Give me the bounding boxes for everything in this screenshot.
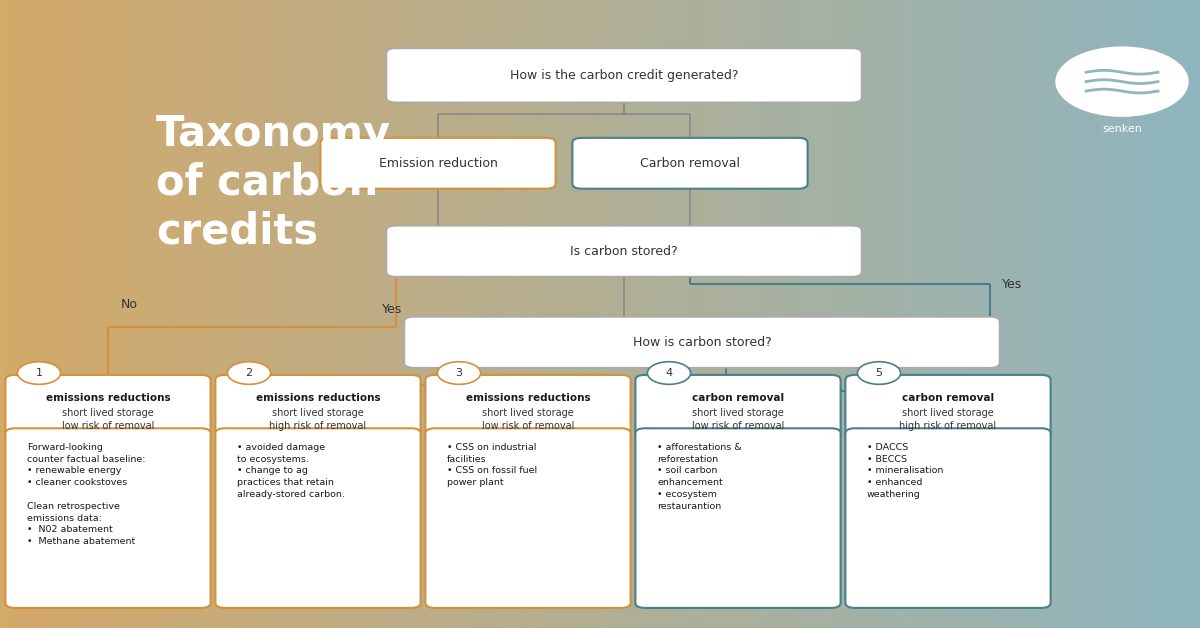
Text: Carbon removal: Carbon removal <box>640 157 740 170</box>
Text: Is carbon stored?: Is carbon stored? <box>570 245 678 257</box>
Circle shape <box>228 362 271 384</box>
Text: • CSS on industrial
facilities
• CSS on fossil fuel
power plant: • CSS on industrial facilities • CSS on … <box>446 443 538 487</box>
FancyBboxPatch shape <box>320 138 556 188</box>
Circle shape <box>857 362 900 384</box>
Text: carbon removal: carbon removal <box>902 393 994 403</box>
Text: emissions reductions: emissions reductions <box>46 393 170 403</box>
FancyBboxPatch shape <box>425 428 631 608</box>
Circle shape <box>437 362 480 384</box>
FancyBboxPatch shape <box>386 226 862 276</box>
Circle shape <box>648 362 691 384</box>
Text: short lived storage
low risk of removal: short lived storage low risk of removal <box>62 408 154 431</box>
Text: senken: senken <box>1102 124 1142 134</box>
FancyBboxPatch shape <box>845 428 1051 608</box>
FancyBboxPatch shape <box>572 138 808 188</box>
Text: Emission reduction: Emission reduction <box>378 157 498 170</box>
Text: emissions reductions: emissions reductions <box>466 393 590 403</box>
FancyBboxPatch shape <box>636 375 840 441</box>
FancyBboxPatch shape <box>404 317 1000 368</box>
Circle shape <box>1056 47 1188 116</box>
Text: short lived storage
high risk of removal: short lived storage high risk of removal <box>270 408 366 431</box>
Text: How is carbon stored?: How is carbon stored? <box>632 336 772 349</box>
Text: How is the carbon credit generated?: How is the carbon credit generated? <box>510 69 738 82</box>
FancyBboxPatch shape <box>425 375 631 441</box>
Text: emissions reductions: emissions reductions <box>256 393 380 403</box>
Text: • avoided damage
to ecosystems.
• change to ag
practices that retain
already-sto: • avoided damage to ecosystems. • change… <box>238 443 344 499</box>
Text: No: No <box>121 298 138 311</box>
FancyBboxPatch shape <box>386 48 862 102</box>
Text: Taxonomy
of carbon
credits: Taxonomy of carbon credits <box>156 113 391 252</box>
Text: short lived storage
low risk of removal: short lived storage low risk of removal <box>692 408 784 431</box>
FancyBboxPatch shape <box>5 375 211 441</box>
FancyBboxPatch shape <box>5 428 211 608</box>
FancyBboxPatch shape <box>845 375 1051 441</box>
Text: • afforestations &
reforestation
• soil carbon
enhancement
• ecosystem
restauran: • afforestations & reforestation • soil … <box>658 443 742 511</box>
Text: • DACCS
• BECCS
• mineralisation
• enhanced
weathering: • DACCS • BECCS • mineralisation • enhan… <box>866 443 943 499</box>
FancyBboxPatch shape <box>216 375 420 441</box>
Circle shape <box>18 362 60 384</box>
Text: 2: 2 <box>246 368 252 378</box>
Text: Forward-looking
counter factual baseline:
• renewable energy
• cleaner cookstove: Forward-looking counter factual baseline… <box>28 443 145 546</box>
FancyBboxPatch shape <box>216 428 420 608</box>
Text: carbon removal: carbon removal <box>692 393 784 403</box>
Text: short lived storage
low risk of removal: short lived storage low risk of removal <box>482 408 574 431</box>
Text: Yes: Yes <box>382 303 402 315</box>
Text: 3: 3 <box>456 368 462 378</box>
Text: 5: 5 <box>876 368 882 378</box>
Text: Yes: Yes <box>1002 278 1022 291</box>
Text: 4: 4 <box>666 368 672 378</box>
FancyBboxPatch shape <box>636 428 840 608</box>
Text: 1: 1 <box>36 368 42 378</box>
Text: short lived storage
high risk of removal: short lived storage high risk of removal <box>900 408 996 431</box>
